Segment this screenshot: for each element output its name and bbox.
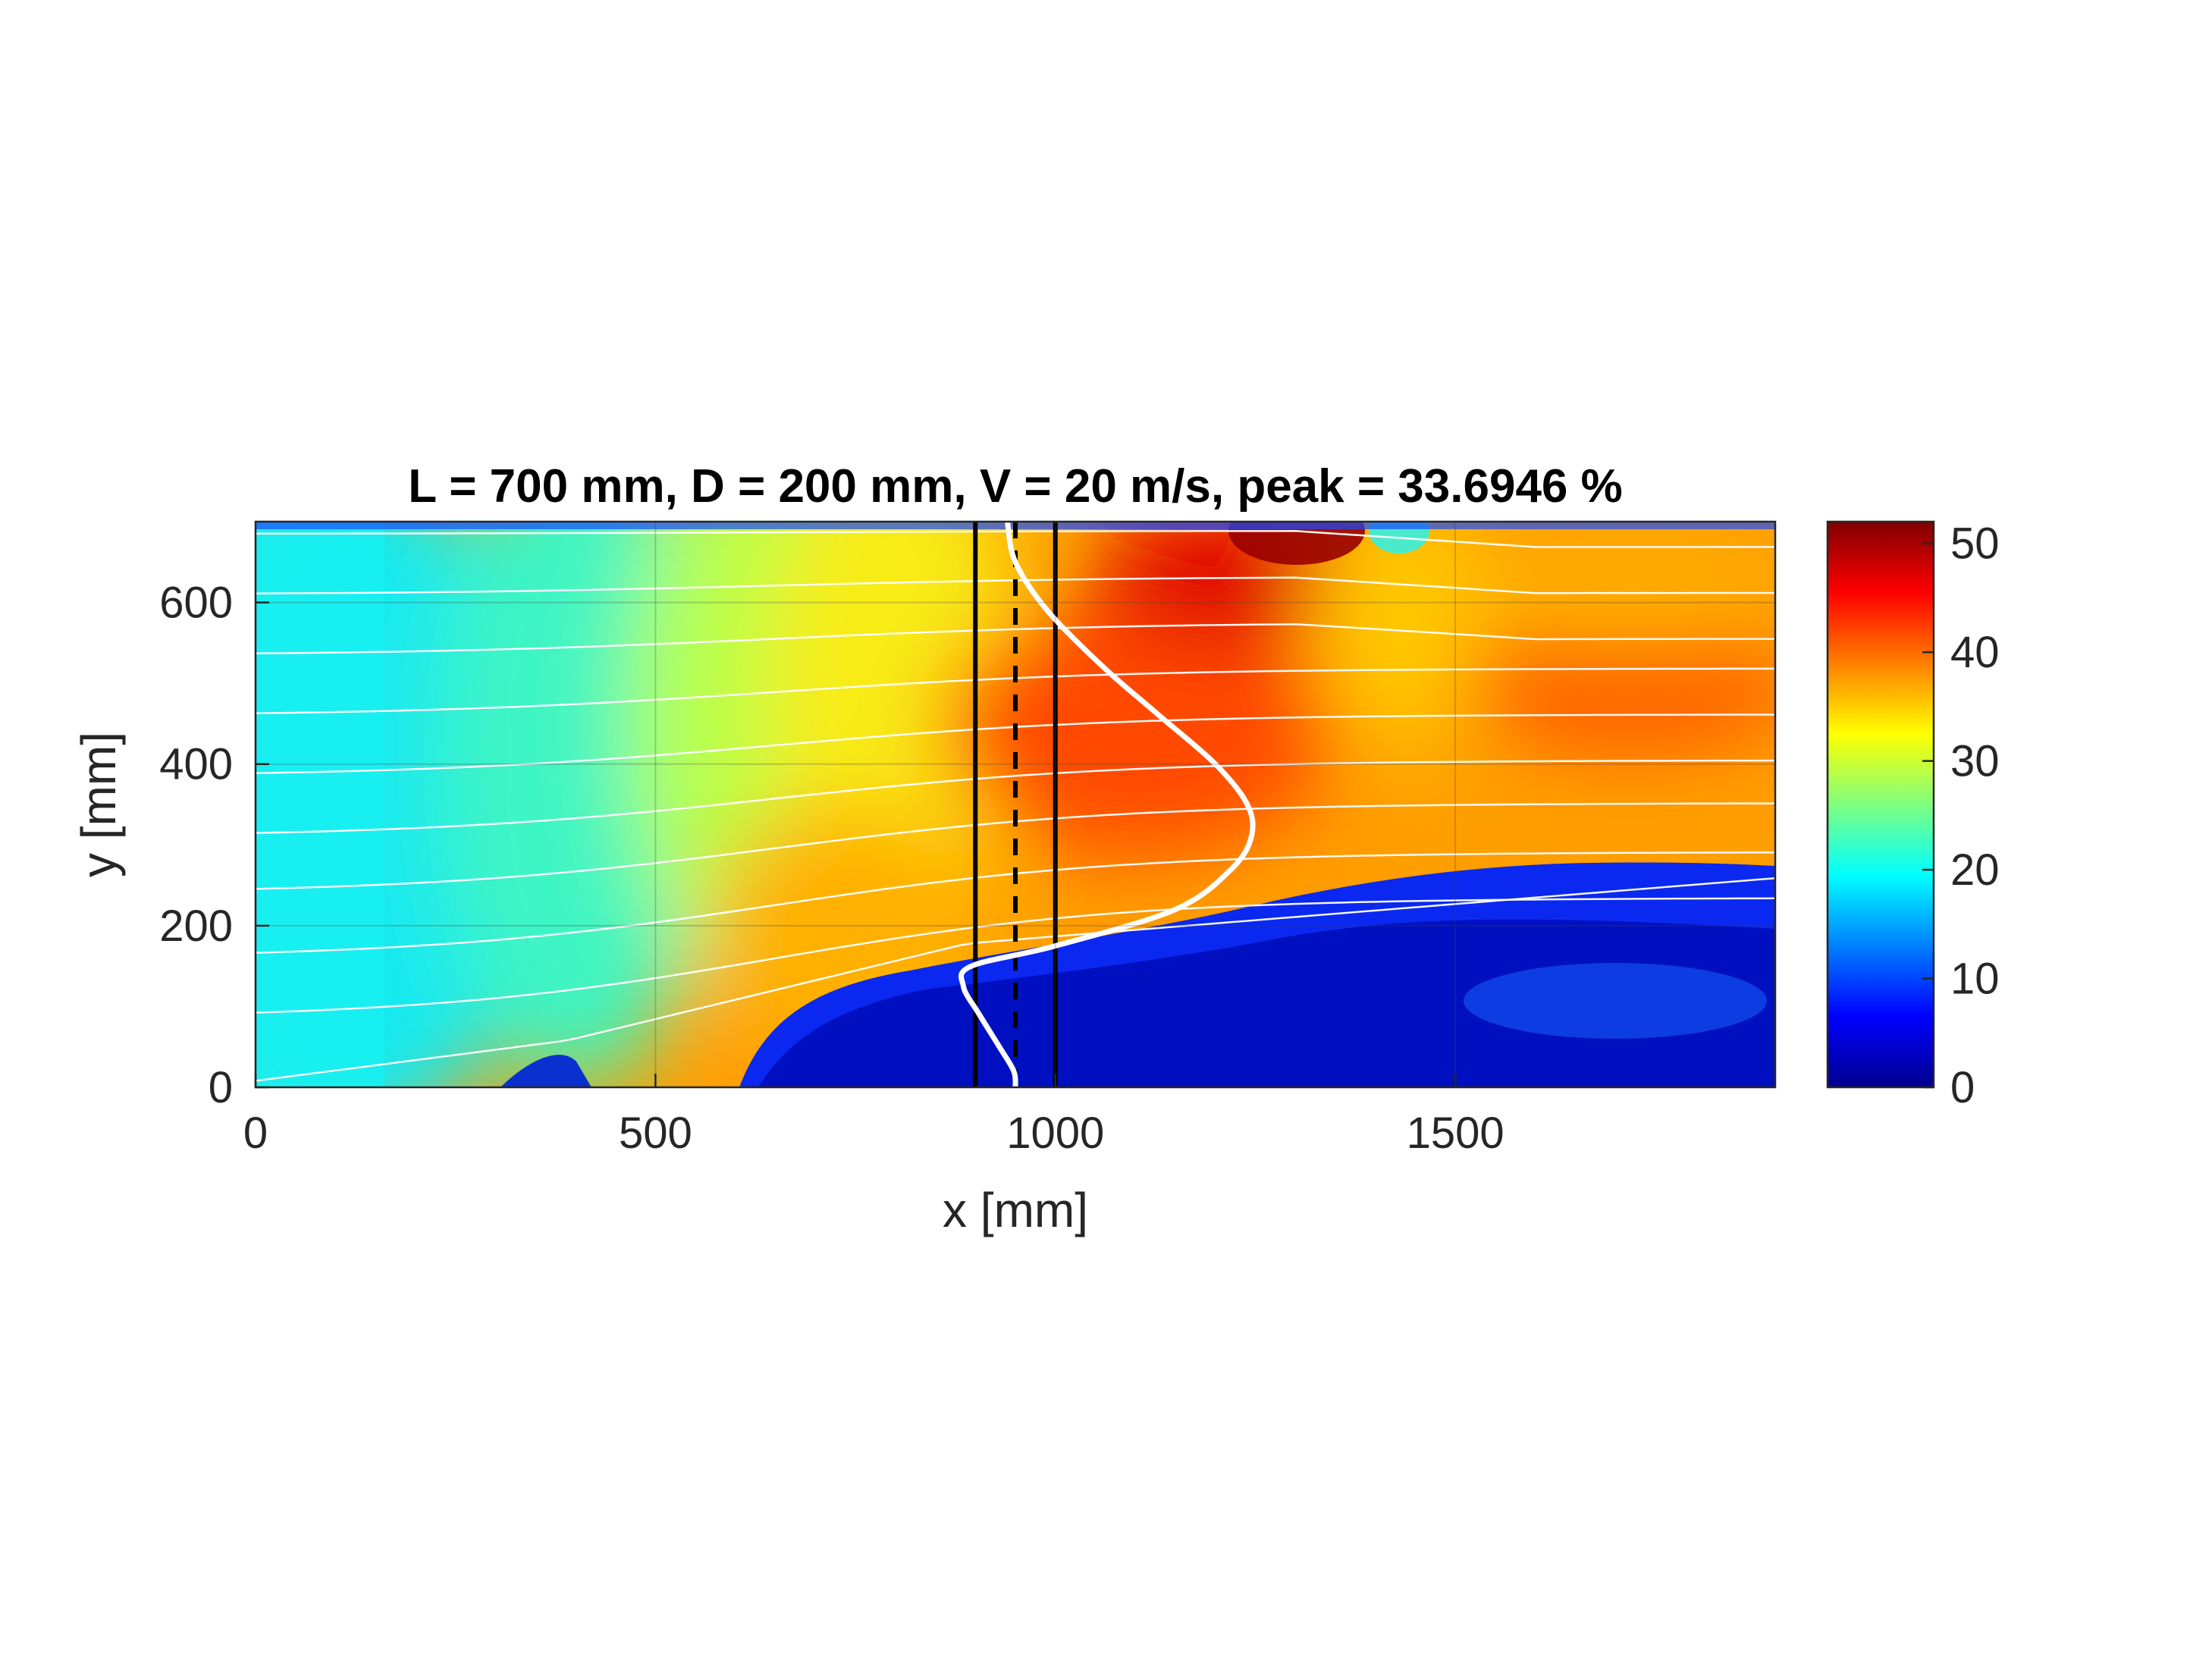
colorbar-frame	[1826, 520, 1935, 1089]
x-tick-label: 0	[243, 1109, 268, 1158]
field-wall-corner	[500, 1055, 591, 1087]
field-left-band	[256, 522, 384, 1087]
x-tick-label: 500	[619, 1109, 692, 1158]
colorbar-tick-label: 30	[1950, 737, 2000, 786]
colorbar: 0 10 20 30 40 50	[1826, 519, 2000, 1112]
streamline	[256, 897, 1775, 1014]
y-axis-ticks: 0 200 400 600	[159, 579, 269, 1112]
field-blob	[940, 599, 1335, 857]
colorbar-tick-label: 50	[1950, 519, 2000, 569]
x-tick-label: 1000	[1006, 1109, 1104, 1158]
x-axis-ticks: 0 500 1000 1500	[243, 1074, 1504, 1158]
streamline	[256, 623, 1775, 654]
y-tick-label: 200	[159, 902, 233, 951]
y-tick-label: 600	[159, 579, 233, 628]
x-axis-label: x [mm]	[943, 1183, 1088, 1237]
colorbar-gradient	[1828, 522, 1934, 1087]
plot-frame	[254, 520, 1777, 1089]
chart-title: L = 700 mm, D = 200 mm, V = 20 m/s, peak…	[408, 460, 1623, 513]
grid-lines	[256, 522, 1775, 1087]
y-tick-label: 0	[209, 1063, 233, 1112]
y-tick-label: 400	[159, 740, 233, 789]
field-cyan-pocket	[1369, 522, 1429, 554]
field-very-low-region	[758, 919, 1775, 1087]
colormap-field	[256, 522, 1775, 1087]
field-blob	[1464, 614, 1775, 751]
streamline	[256, 759, 1775, 834]
plot-area: 0 500 1000 1500 0 200 400 600 x [mm] y [mm]	[71, 520, 1777, 1237]
colorbar-tick-label: 10	[1950, 955, 2000, 1004]
velocity-profile-line	[958, 522, 1256, 1087]
field-blob	[1312, 522, 1494, 751]
colorbar-tick-label: 0	[1950, 1063, 1975, 1112]
field-blob	[1464, 554, 1775, 644]
x-tick-label: 1500	[1407, 1109, 1504, 1158]
colorbar-tick-label: 20	[1950, 845, 2000, 895]
field-mid-blue-patch	[1464, 963, 1767, 1039]
colorbar-tick-label: 40	[1950, 628, 2000, 677]
y-axis-label: y [mm]	[71, 732, 126, 877]
colorbar-ticks: 0 10 20 30 40 50	[1922, 519, 2000, 1112]
